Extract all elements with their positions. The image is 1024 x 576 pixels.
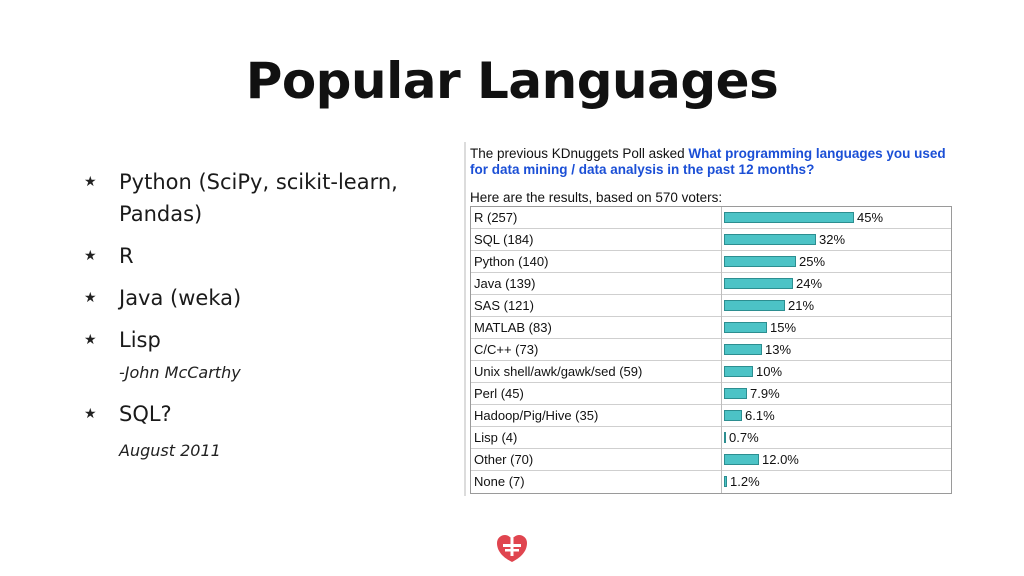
chart-column-divider (721, 295, 722, 317)
chart-bar (724, 212, 854, 223)
chart-column-divider (721, 427, 722, 449)
chart-row: C/C++ (73) 13% (471, 339, 951, 361)
bullet-item: ★ SQL? (84, 398, 424, 430)
chart-row: Hadoop/Pig/Hive (35) 6.1% (471, 405, 951, 427)
chart-value-label: 10% (756, 364, 783, 379)
chart-column-divider (721, 361, 722, 383)
chart-value-label: 0.7% (729, 430, 759, 445)
chart-bar (724, 344, 762, 355)
chart-bar (724, 432, 726, 443)
chart-bar (724, 322, 767, 333)
star-icon: ★ (84, 248, 97, 264)
chart-bar (724, 454, 759, 465)
page-title: Popular Languages (245, 52, 779, 110)
bullet-note: -John McCarthy (119, 363, 241, 382)
chart-column-divider (721, 449, 722, 471)
chart-category-label: Java (139) (474, 276, 536, 291)
star-icon: ★ (84, 174, 97, 190)
poll-intro-prefix: The previous KDnuggets Poll asked (470, 146, 689, 161)
chart-bar (724, 366, 753, 377)
chart-row: MATLAB (83) 15% (471, 317, 951, 339)
chart-category-label: SAS (121) (474, 298, 534, 313)
chart-category-label: Unix shell/awk/gawk/sed (59) (474, 364, 643, 379)
chart-value-label: 15% (770, 320, 797, 335)
bullet-text: Lisp (119, 328, 161, 352)
chart-category-label: MATLAB (83) (474, 320, 552, 335)
chart-row: Python (140) 25% (471, 251, 951, 273)
chart-value-label: 1.2% (730, 474, 760, 489)
chart-category-label: Perl (45) (474, 386, 524, 401)
chart-category-label: Python (140) (474, 254, 549, 269)
chart-bar (724, 278, 793, 289)
poll-results-line: Here are the results, based on 570 voter… (470, 190, 723, 205)
chart-row: Perl (45) 7.9% (471, 383, 951, 405)
poll-border (464, 142, 466, 496)
chart-bar (724, 410, 742, 421)
bullet-item: ★ Lisp (84, 324, 424, 356)
bullet-text: Python (SciPy, scikit-learn, Pandas) (119, 170, 398, 226)
chart-row: Java (139) 24% (471, 273, 951, 295)
chart-value-label: 12.0% (762, 452, 799, 467)
bullet-item: ★ Python (SciPy, scikit-learn, Pandas) (84, 166, 424, 230)
chart-column-divider (721, 339, 722, 361)
brand-logo-icon (497, 535, 527, 562)
chart-column-divider (721, 229, 722, 251)
chart-column-divider (721, 383, 722, 405)
star-icon: ★ (84, 290, 97, 306)
star-icon: ★ (84, 332, 97, 348)
chart-column-divider (721, 207, 722, 229)
bullet-text: R (119, 244, 134, 268)
chart-row: R (257) 45% (471, 207, 951, 229)
poll-intro: The previous KDnuggets Poll asked What p… (470, 146, 950, 178)
bullet-item: ★ R (84, 240, 424, 272)
chart-row: None (7) 1.2% (471, 471, 951, 493)
chart-value-label: 32% (819, 232, 846, 247)
chart-row: Other (70) 12.0% (471, 449, 951, 471)
chart-value-label: 7.9% (750, 386, 780, 401)
poll-question: What programming languages you used for … (470, 146, 946, 177)
chart-bar (724, 234, 816, 245)
chart-bar (724, 476, 727, 487)
chart-category-label: None (7) (474, 474, 525, 489)
chart-bar (724, 300, 785, 311)
chart-value-label: 25% (799, 254, 826, 269)
chart-value-label: 24% (796, 276, 823, 291)
poll-table: R (257) 45% SQL (184) 32% Python (140) 25% Jav… (470, 206, 952, 494)
chart-bar (724, 256, 796, 267)
chart-value-label: 6.1% (745, 408, 775, 423)
bullet-text: SQL? (119, 402, 172, 426)
chart-category-label: R (257) (474, 210, 518, 225)
star-icon: ★ (84, 406, 97, 422)
chart-bar (724, 388, 747, 399)
bullet-text: Java (weka) (119, 286, 242, 310)
chart-column-divider (721, 251, 722, 273)
chart-row: SQL (184) 32% (471, 229, 951, 251)
bullet-list: ★ Python (SciPy, scikit-learn, Pandas) ★… (84, 166, 424, 464)
chart-column-divider (721, 405, 722, 427)
bullet-note: August 2011 (119, 441, 221, 460)
chart-category-label: Hadoop/Pig/Hive (35) (474, 408, 599, 423)
chart-column-divider (721, 317, 722, 339)
chart-row: Lisp (4) 0.7% (471, 427, 951, 449)
chart-column-divider (721, 273, 722, 295)
poll-results-image: The previous KDnuggets Poll asked What p… (464, 140, 964, 496)
chart-category-label: SQL (184) (474, 232, 534, 247)
chart-value-label: 21% (788, 298, 815, 313)
chart-column-divider (721, 471, 722, 493)
bullet-item: ★ Java (weka) (84, 282, 424, 314)
chart-category-label: Other (70) (474, 452, 534, 467)
chart-row: Unix shell/awk/gawk/sed (59) 10% (471, 361, 951, 383)
chart-category-label: C/C++ (73) (474, 342, 539, 357)
chart-category-label: Lisp (4) (474, 430, 518, 445)
chart-value-label: 13% (765, 342, 792, 357)
chart-value-label: 45% (857, 210, 884, 225)
chart-row: SAS (121) 21% (471, 295, 951, 317)
